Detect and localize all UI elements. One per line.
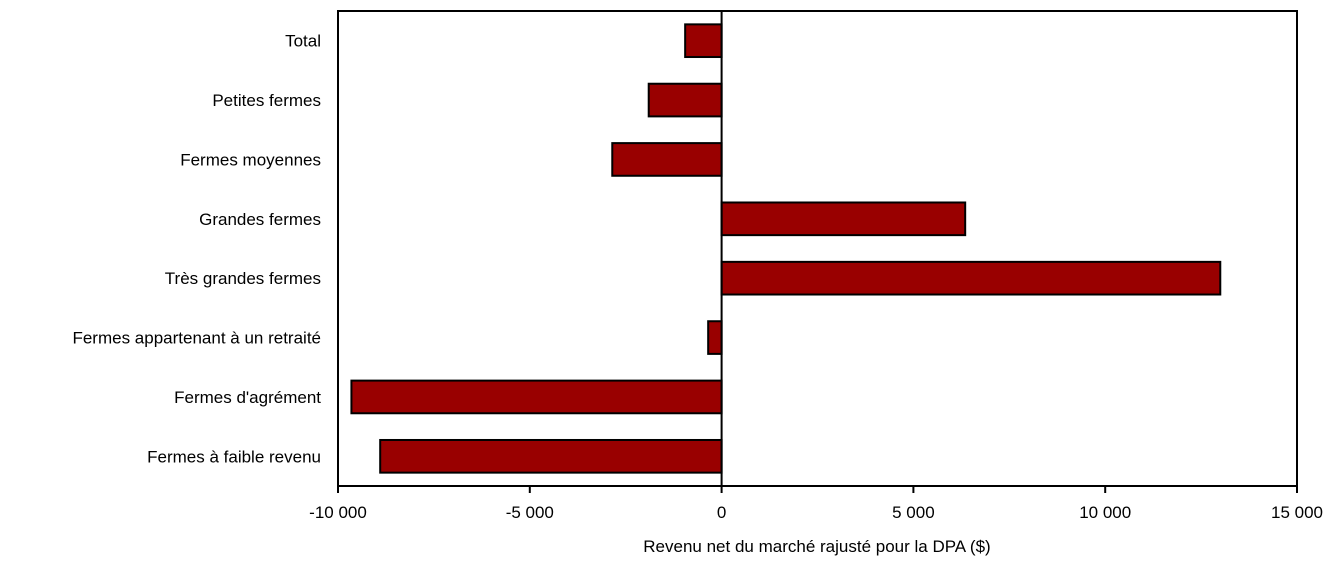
bar: [720, 201, 967, 237]
bars-group: [350, 23, 1222, 474]
bar: [707, 320, 723, 355]
bar: [684, 23, 723, 59]
x-tick-label: 10 000: [1079, 503, 1131, 522]
bar: [720, 260, 1222, 296]
x-axis-ticks: -10 000 -5 000 0 5 000 10 000 15 000: [309, 486, 1323, 522]
bar: [350, 379, 723, 415]
x-tick-label: 5 000: [892, 503, 935, 522]
category-label: Fermes appartenant à un retraité: [72, 329, 321, 348]
category-label: Total: [285, 32, 321, 51]
category-label: Grandes fermes: [199, 210, 321, 229]
category-label: Fermes d'agrément: [174, 388, 321, 407]
x-axis-title: Revenu net du marché rajusté pour la DPA…: [643, 537, 990, 556]
plot-area: [337, 10, 1298, 487]
category-labels: Total Petites fermes Fermes moyennes Grande…: [72, 32, 321, 467]
category-label: Petites fermes: [212, 91, 321, 110]
x-tick-label: -5 000: [506, 503, 554, 522]
bar: [611, 142, 723, 177]
category-label: Très grandes fermes: [165, 269, 321, 288]
x-tick-label: 0: [717, 503, 726, 522]
bar: [379, 438, 723, 474]
bar: [647, 82, 723, 118]
x-tick-label: -10 000: [309, 503, 367, 522]
category-label: Fermes à faible revenu: [147, 447, 321, 466]
category-label: Fermes moyennes: [180, 150, 321, 169]
x-tick-label: 15 000: [1271, 503, 1323, 522]
